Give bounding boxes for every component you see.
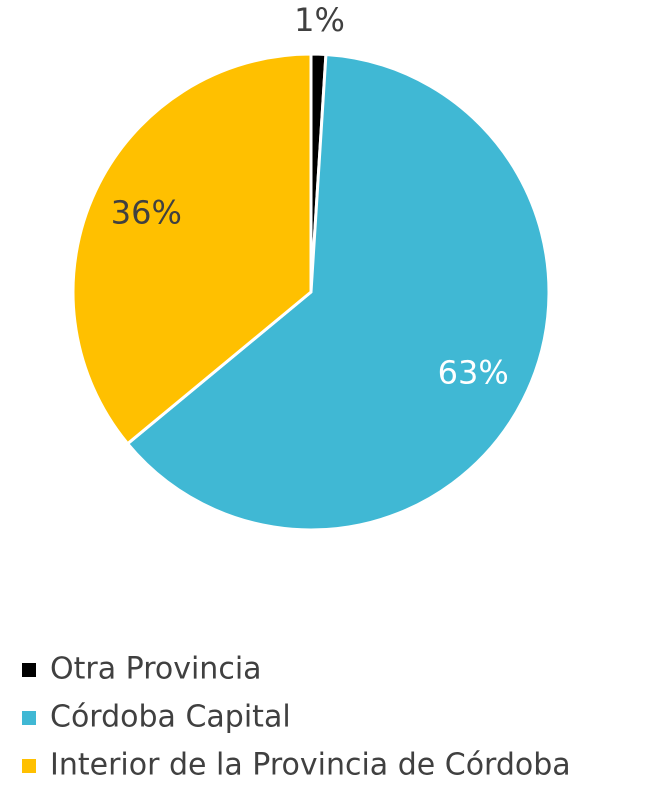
- pie-slice: [126, 52, 551, 532]
- data-label: 63%: [438, 354, 509, 392]
- legend-swatch: [22, 711, 36, 725]
- pie-slice: [71, 52, 313, 446]
- legend-label: Otra Provincia: [50, 652, 262, 687]
- data-label: 1%: [294, 1, 345, 39]
- legend-swatch: [22, 663, 36, 677]
- data-label: 36%: [111, 194, 182, 232]
- legend-label: Córdoba Capital: [50, 700, 291, 735]
- legend-swatch: [22, 759, 36, 773]
- legend-label: Interior de la Provincia de Córdoba: [50, 748, 571, 783]
